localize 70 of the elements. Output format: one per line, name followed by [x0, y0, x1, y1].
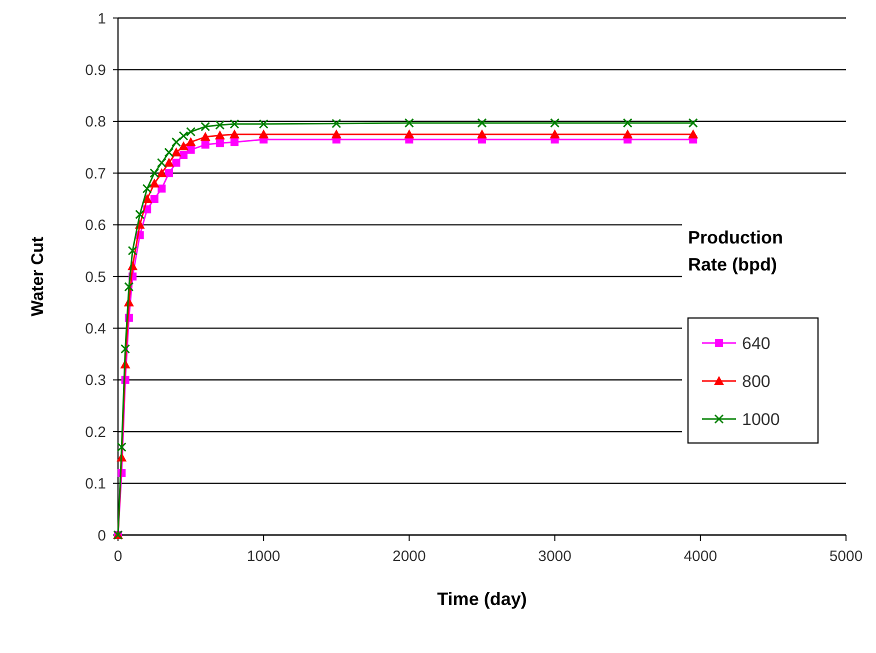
- y-tick-label: 0.3: [85, 372, 106, 390]
- point: [404, 118, 414, 128]
- point: [156, 168, 167, 178]
- point: [171, 147, 182, 156]
- point: [120, 344, 130, 354]
- point: [201, 140, 210, 149]
- legend-title: Production Rate (bpd): [688, 227, 783, 274]
- point: [186, 126, 196, 136]
- y-axis-title: Water Cut: [28, 236, 47, 316]
- point: [688, 118, 698, 128]
- point: [404, 129, 414, 138]
- y-tick-label: 0.2: [85, 424, 106, 441]
- point: [258, 129, 269, 138]
- legend-label: 1000: [742, 410, 780, 429]
- point: [149, 178, 160, 188]
- x-tick-label: 5000: [829, 548, 863, 565]
- x-tick-label: 4000: [684, 548, 718, 565]
- point: [477, 129, 487, 138]
- y-tick-label: 0.4: [85, 320, 106, 338]
- point: [116, 442, 126, 452]
- x-tick-label: 1000: [246, 548, 280, 565]
- y-tick-label: 0.8: [85, 114, 106, 131]
- point: [171, 137, 181, 147]
- point: [215, 120, 225, 130]
- point: [164, 158, 174, 167]
- point: [477, 118, 487, 128]
- point: [124, 282, 134, 292]
- y-tick-label: 0: [98, 527, 106, 544]
- point: [331, 129, 342, 138]
- point: [135, 210, 145, 220]
- y-tick-label: 0.5: [85, 268, 106, 286]
- point: [186, 137, 196, 146]
- point: [550, 129, 560, 138]
- y-tick-label: 0.9: [85, 62, 106, 79]
- point: [622, 118, 632, 128]
- point: [150, 194, 158, 203]
- y-tick-label: 1: [98, 10, 106, 28]
- x-tick-label: 3000: [538, 548, 572, 565]
- point: [172, 158, 180, 167]
- point: [150, 168, 160, 178]
- point: [332, 118, 342, 128]
- legend-label: 640: [742, 334, 770, 353]
- legend-label: 800: [742, 372, 770, 391]
- point: [156, 158, 166, 168]
- point: [186, 146, 195, 154]
- point: [258, 119, 268, 129]
- point: [230, 119, 240, 129]
- point: [200, 132, 210, 141]
- point: [622, 129, 633, 138]
- x-tick-label: 2000: [392, 548, 426, 565]
- point: [178, 141, 189, 150]
- y-tick-label: 0.6: [85, 217, 106, 234]
- point: [164, 169, 173, 178]
- point: [216, 139, 224, 148]
- point: [178, 131, 188, 141]
- point: [229, 129, 240, 138]
- point: [180, 151, 188, 160]
- point: [158, 184, 166, 193]
- point: [128, 246, 138, 256]
- point: [200, 122, 210, 132]
- point: [214, 130, 225, 140]
- point: [164, 148, 174, 158]
- x-axis-title: Time (day): [437, 589, 527, 609]
- point: [230, 138, 238, 146]
- y-tick-label: 0.1: [85, 476, 106, 493]
- point: [142, 184, 152, 194]
- point: [550, 118, 560, 128]
- point: [688, 129, 698, 138]
- x-tick-label: 0: [114, 548, 122, 565]
- y-tick-label: 0.7: [85, 165, 106, 182]
